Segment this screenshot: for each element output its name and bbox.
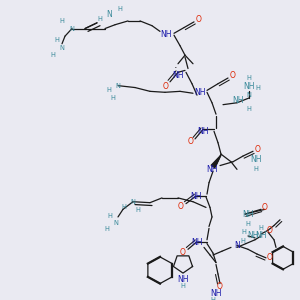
Text: NH: NH <box>210 289 222 298</box>
Text: O: O <box>163 82 169 91</box>
Text: NH: NH <box>250 155 262 164</box>
Text: N: N <box>247 92 251 98</box>
Text: NH: NH <box>177 275 189 284</box>
Text: H: H <box>246 220 250 226</box>
Text: O: O <box>196 16 202 25</box>
Text: O: O <box>230 71 236 80</box>
Text: H: H <box>247 75 251 81</box>
Text: NH: NH <box>255 232 267 241</box>
Text: NH: NH <box>160 30 172 39</box>
Text: H: H <box>51 52 56 58</box>
Text: N: N <box>130 199 135 205</box>
Text: NH: NH <box>172 71 184 80</box>
Text: NH: NH <box>247 232 259 241</box>
Text: ·: · <box>174 64 178 74</box>
Text: O: O <box>188 137 194 146</box>
Text: NH: NH <box>197 127 209 136</box>
Text: N: N <box>234 241 240 250</box>
Text: H: H <box>259 225 263 231</box>
Text: H: H <box>118 6 122 12</box>
Text: NH: NH <box>232 96 244 105</box>
Text: H: H <box>105 226 110 232</box>
Text: NH: NH <box>194 88 206 97</box>
Text: N: N <box>106 10 112 19</box>
Text: H: H <box>242 229 246 235</box>
Text: O: O <box>267 226 273 235</box>
Text: O: O <box>217 282 223 291</box>
Text: NH: NH <box>206 165 218 174</box>
Text: H: H <box>55 37 59 43</box>
Text: H: H <box>60 18 64 24</box>
Text: H: H <box>241 238 245 244</box>
Text: N: N <box>60 45 64 51</box>
Text: H: H <box>254 167 258 172</box>
Text: N: N <box>70 26 74 32</box>
Text: NH: NH <box>191 238 203 247</box>
Text: N: N <box>114 220 118 226</box>
Text: H: H <box>122 204 126 210</box>
Text: H: H <box>136 207 140 213</box>
Text: H: H <box>106 87 111 93</box>
Text: H: H <box>256 85 260 91</box>
Text: NH: NH <box>242 210 254 219</box>
Text: H: H <box>211 297 215 300</box>
Text: H: H <box>247 106 251 112</box>
Text: NH: NH <box>190 193 202 202</box>
Text: O: O <box>267 254 273 262</box>
Text: H: H <box>111 95 116 101</box>
Text: NH: NH <box>243 82 255 91</box>
Polygon shape <box>211 155 221 168</box>
Text: O: O <box>180 248 186 256</box>
Text: N: N <box>116 82 120 88</box>
Text: O: O <box>178 202 184 211</box>
Text: H: H <box>108 213 112 219</box>
Text: H: H <box>98 16 102 22</box>
Text: H: H <box>181 284 185 290</box>
Text: O: O <box>262 203 268 212</box>
Text: O: O <box>255 145 261 154</box>
